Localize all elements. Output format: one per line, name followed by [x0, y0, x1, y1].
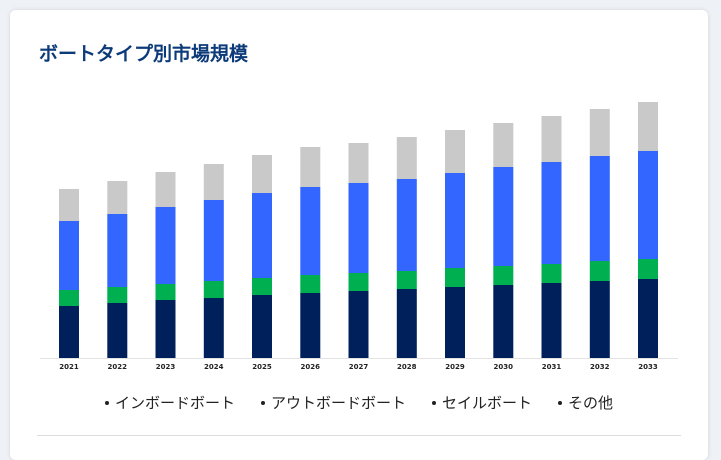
bar-segment-2022-s2 — [107, 214, 128, 287]
bar-segment-2026-s3 — [300, 147, 321, 187]
bar-segment-2025-s0 — [252, 295, 272, 358]
chart-legend: インボードボート アウトボードボート セイルボート その他 — [10, 392, 708, 413]
bar-segment-2024-s3 — [203, 164, 224, 200]
bar-segment-2032-s2 — [589, 156, 610, 261]
bar-segment-2031-s1 — [541, 264, 562, 283]
bar-segment-2022-s3 — [107, 181, 128, 214]
bar-segment-2021-s3 — [59, 189, 79, 221]
x-tick-label: 2027 — [349, 363, 369, 371]
bar-segment-2021-s2 — [59, 221, 79, 290]
chart-card: ボートタイプ別市場規模 2021 2022 2023 2024 2025 2026 2027… — [10, 10, 708, 460]
bar-segment-2024-s2 — [203, 200, 224, 281]
x-tick-label: 2033 — [638, 363, 658, 371]
stacked-bar-chart: 2021 2022 2023 2024 2025 2026 2027 2028 2029 2030… — [40, 102, 678, 371]
bar-segment-2029-s0 — [445, 287, 465, 358]
bar-segment-2023-s2 — [155, 207, 176, 284]
legend-bullet-icon — [104, 400, 109, 405]
legend-item: セイルボート — [432, 392, 532, 413]
legend-item: インボードボート — [104, 392, 235, 413]
legend-item: その他 — [558, 392, 613, 413]
legend-label: インボードボート — [114, 394, 235, 412]
x-tick-label: 2026 — [301, 363, 321, 371]
legend-label: その他 — [568, 394, 614, 412]
bar-segment-2027-s3 — [348, 143, 369, 183]
bar-segment-2029-s1 — [445, 268, 465, 287]
bar-segment-2027-s2 — [348, 183, 369, 273]
bar-segment-2031-s2 — [541, 162, 562, 264]
bar-segment-2030-s2 — [493, 167, 514, 266]
bar-segment-2023-s3 — [155, 172, 176, 207]
bar-segment-2026-s2 — [300, 187, 321, 275]
bar-segment-2033-s1 — [638, 259, 658, 279]
x-tick-label: 2028 — [397, 363, 417, 371]
bar-segment-2033-s0 — [638, 279, 658, 358]
bar-segment-2033-s3 — [638, 102, 658, 151]
bar-segment-2025-s2 — [252, 193, 272, 278]
bar-segment-2028-s3 — [396, 137, 417, 179]
bar-segment-2023-s1 — [155, 284, 176, 300]
legend-label: アウトボードボート — [270, 394, 406, 412]
legend-label: セイルボート — [442, 394, 533, 412]
chart-title: ボートタイプ別市場規模 — [39, 43, 249, 65]
x-tick-label: 2030 — [494, 363, 514, 371]
legend-bullet-icon — [260, 400, 265, 405]
bar-segment-2032-s3 — [589, 109, 610, 156]
legend-item: アウトボードボート — [260, 392, 406, 413]
bar-segment-2027-s1 — [348, 273, 369, 291]
bar-segment-2032-s0 — [589, 281, 610, 358]
bar-segment-2030-s1 — [493, 266, 514, 285]
x-tick-label: 2024 — [204, 363, 224, 371]
x-tick-label: 2031 — [542, 363, 562, 371]
card-divider — [37, 435, 681, 436]
bar-segment-2032-s1 — [589, 261, 610, 281]
bar-segment-2026-s1 — [300, 275, 321, 293]
bar-segment-2022-s1 — [107, 287, 128, 303]
bar-segment-2028-s1 — [396, 271, 417, 289]
bar-segment-2029-s2 — [445, 173, 465, 268]
bar-segment-2031-s0 — [541, 283, 562, 358]
x-tick-label: 2021 — [59, 363, 79, 371]
bar-segment-2024-s0 — [203, 298, 224, 358]
x-tick-label: 2025 — [252, 363, 272, 371]
bar-segment-2028-s2 — [396, 179, 417, 271]
bar-segment-2026-s0 — [300, 293, 321, 358]
x-tick-label: 2029 — [445, 363, 465, 371]
x-tick-label: 2032 — [590, 363, 610, 371]
bar-segment-2021-s1 — [59, 290, 79, 306]
bar-segment-2030-s0 — [493, 285, 514, 358]
bar-segment-2025-s1 — [252, 278, 272, 295]
bar-segment-2030-s3 — [493, 123, 514, 167]
bar-segment-2022-s0 — [107, 303, 128, 358]
x-tick-label: 2022 — [108, 363, 128, 371]
bar-segment-2025-s3 — [252, 155, 272, 193]
bar-segment-2031-s3 — [541, 116, 562, 162]
bar-segment-2021-s0 — [59, 306, 79, 358]
bar-segment-2027-s0 — [348, 291, 369, 358]
bar-segment-2029-s3 — [445, 130, 465, 173]
legend-bullet-icon — [432, 400, 436, 405]
bar-segment-2028-s0 — [396, 289, 417, 358]
bar-segment-2033-s2 — [638, 151, 658, 259]
bar-segment-2023-s0 — [155, 300, 176, 358]
x-tick-label: 2023 — [156, 363, 176, 371]
bar-segment-2024-s1 — [203, 281, 224, 298]
legend-bullet-icon — [558, 400, 563, 405]
